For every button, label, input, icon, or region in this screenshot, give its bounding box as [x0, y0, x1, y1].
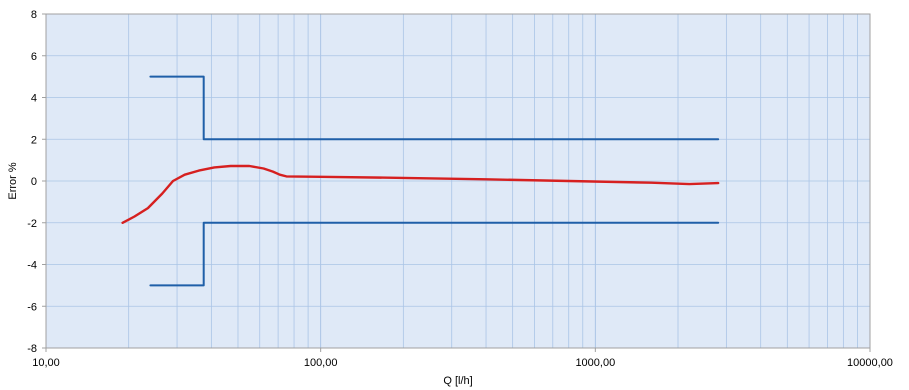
y-tick-label: 4 — [31, 93, 37, 105]
y-tick-label: 8 — [31, 9, 37, 21]
x-axis-label: Q [l/h] — [443, 375, 472, 387]
y-tick-label: 0 — [31, 176, 37, 188]
x-tick-label: 1000,00 — [575, 357, 615, 369]
y-tick-label: -8 — [27, 343, 37, 355]
x-tick-label: 100,00 — [304, 357, 338, 369]
y-axis-label: Error % — [7, 162, 19, 200]
y-tick-label: -4 — [27, 260, 37, 272]
x-tick-label: 10000,00 — [847, 357, 893, 369]
series-layer — [121, 75, 720, 287]
lower-limit-line — [149, 221, 720, 287]
x-tick-labels: 10,00 100,00 1000,00 10000,00 — [32, 348, 893, 369]
error-curve-line — [121, 164, 720, 225]
y-tick-label: -6 — [27, 301, 37, 313]
y-tick-labels: -8 -6 -4 -2 0 2 4 6 8 — [27, 9, 46, 355]
y-tick-label: -2 — [27, 218, 37, 230]
y-tick-label: 2 — [31, 134, 37, 146]
y-tick-label: 6 — [31, 51, 37, 63]
x-tick-label: 10,00 — [32, 357, 60, 369]
upper-limit-line — [149, 75, 720, 141]
